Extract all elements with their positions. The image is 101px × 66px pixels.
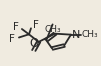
Text: O: O	[29, 37, 38, 50]
Text: F: F	[33, 20, 39, 30]
Text: N: N	[71, 30, 80, 40]
Text: F: F	[9, 34, 14, 44]
Text: CH₃: CH₃	[44, 25, 61, 34]
Text: F: F	[13, 22, 19, 32]
Text: CH₃: CH₃	[82, 30, 98, 39]
